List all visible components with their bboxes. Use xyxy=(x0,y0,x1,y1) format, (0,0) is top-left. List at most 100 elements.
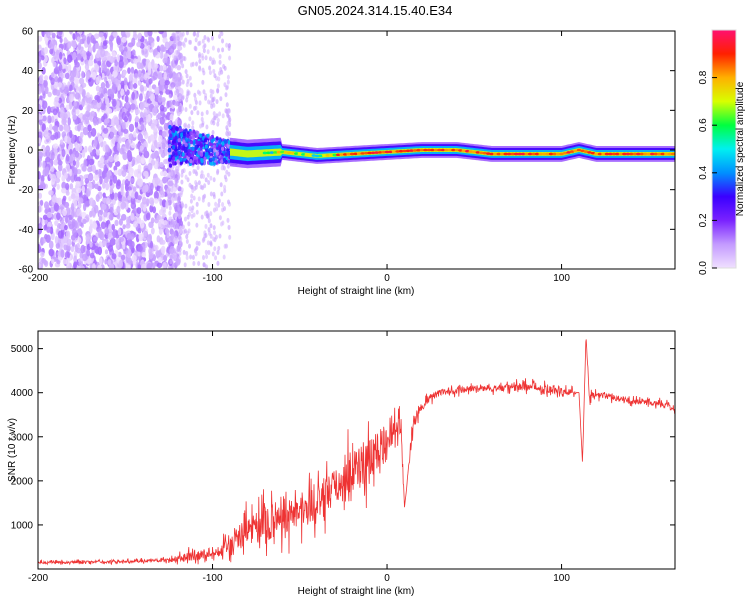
y-tick-label: -60 xyxy=(19,265,34,276)
heatmap-cell xyxy=(189,198,193,204)
heatmap-cell xyxy=(179,32,183,38)
heatmap-cell xyxy=(43,259,48,266)
heatmap-cell xyxy=(122,164,127,170)
heatmap-cell xyxy=(77,215,82,224)
heatmap-cell xyxy=(119,147,125,155)
heatmap-cell xyxy=(129,72,134,81)
heatmap-cell xyxy=(216,260,220,266)
heatmap-cell xyxy=(178,127,183,133)
heatmap-cell xyxy=(140,157,146,165)
heatmap-cell xyxy=(157,95,163,103)
heatmap-cell xyxy=(62,208,67,217)
heatmap-cell xyxy=(99,93,104,99)
heatmap-cell xyxy=(50,77,55,86)
heatmap-cell xyxy=(118,218,123,226)
heatmap-cell xyxy=(177,49,181,55)
heatmap-cell xyxy=(195,245,199,251)
heatmap-cell xyxy=(48,240,54,249)
heatmap-cell xyxy=(68,101,73,110)
heatmap-cell xyxy=(53,69,60,75)
heatmap-cell xyxy=(170,48,174,54)
heatmap-cell xyxy=(188,243,192,249)
heatmap-cell xyxy=(615,152,620,156)
heatmap-cell xyxy=(158,135,163,143)
heatmap-cell xyxy=(130,103,136,110)
heatmap-cell xyxy=(219,182,223,188)
heatmap-cell xyxy=(216,250,220,256)
heatmap-cell xyxy=(130,241,135,249)
heatmap-cell xyxy=(276,150,282,154)
heatmap-cell xyxy=(65,257,70,267)
heatmap-cell xyxy=(90,110,96,117)
heatmap-cell xyxy=(38,103,41,112)
heatmap-cell xyxy=(433,148,439,152)
heatmap-cell xyxy=(71,40,77,48)
heatmap-cell xyxy=(290,151,295,155)
heatmap-cell xyxy=(174,182,178,188)
heatmap-cell xyxy=(75,159,80,168)
heatmap-cell xyxy=(335,153,341,157)
y-tick-label: 3000 xyxy=(11,432,34,443)
heatmap-cell xyxy=(38,205,42,213)
heatmap-cell xyxy=(47,115,52,124)
heatmap-cell xyxy=(56,183,60,190)
heatmap-cell xyxy=(513,152,519,156)
heatmap-cell xyxy=(63,201,70,209)
heatmap-cell xyxy=(98,257,103,266)
heatmap-cell xyxy=(38,158,41,167)
heatmap-cell xyxy=(69,84,73,92)
heatmap-cell xyxy=(170,180,174,186)
heatmap-cell xyxy=(114,160,121,167)
heatmap-cell xyxy=(153,150,160,159)
heatmap-cell xyxy=(94,169,99,175)
heatmap-cell xyxy=(133,58,138,64)
heatmap-cell xyxy=(129,81,133,90)
heatmap-cell xyxy=(137,264,142,269)
heatmap-cell xyxy=(226,150,230,156)
heatmap-cell xyxy=(95,64,100,72)
heatmap-cell xyxy=(168,93,172,99)
heatmap-cell xyxy=(109,185,114,195)
heatmap-cell xyxy=(39,184,44,190)
heatmap-cell xyxy=(61,117,67,126)
heatmap-cell xyxy=(104,249,109,255)
heatmap-cell xyxy=(156,141,162,148)
heatmap-cell xyxy=(121,111,127,121)
heatmap-cell xyxy=(458,149,463,152)
heatmap-cell xyxy=(187,152,191,157)
heatmap-cell xyxy=(204,177,208,183)
heatmap-cell xyxy=(73,167,78,176)
heatmap-cell xyxy=(171,253,175,259)
heatmap-cell xyxy=(92,263,96,269)
y-tick-label: 40 xyxy=(22,66,34,77)
heatmap-cell xyxy=(191,120,195,126)
heatmap-cell xyxy=(482,151,487,155)
heatmap-cell xyxy=(164,41,170,50)
x-tick-label: 100 xyxy=(553,273,570,284)
heatmap-cell xyxy=(360,152,365,155)
heatmap-cell xyxy=(192,141,196,146)
heatmap-cell xyxy=(228,55,232,61)
heatmap-cell xyxy=(38,137,42,144)
heatmap-cell xyxy=(141,251,147,258)
colorbar-tick-label: 0.8 xyxy=(698,70,709,84)
heatmap-cell xyxy=(203,156,207,161)
heatmap-cell xyxy=(205,124,209,130)
heatmap-cell xyxy=(315,154,320,158)
heatmap-cell xyxy=(137,245,143,253)
heatmap-cell xyxy=(133,73,139,79)
heatmap-cell xyxy=(125,139,130,149)
heatmap-cell xyxy=(216,121,220,127)
heatmap-cell xyxy=(38,54,42,63)
y-tick-label: 0 xyxy=(27,146,33,157)
heatmap-cell xyxy=(218,53,222,59)
heatmap-cell xyxy=(169,99,173,105)
heatmap-cell xyxy=(152,71,158,81)
heatmap-cell xyxy=(52,143,59,150)
heatmap-cell xyxy=(227,108,231,114)
heatmap-cell xyxy=(206,172,210,178)
heatmap-cell xyxy=(214,201,218,207)
heatmap-cell xyxy=(87,124,92,132)
heatmap-cell xyxy=(61,84,65,90)
heatmap-cell xyxy=(176,64,182,71)
